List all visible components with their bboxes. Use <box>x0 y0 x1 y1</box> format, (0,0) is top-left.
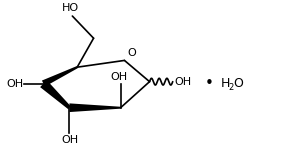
Text: H: H <box>221 77 230 90</box>
Text: 2: 2 <box>229 83 234 92</box>
Polygon shape <box>40 80 71 109</box>
Text: OH: OH <box>175 77 192 87</box>
Text: HO: HO <box>62 3 79 13</box>
Text: O: O <box>127 48 136 58</box>
Text: OH: OH <box>61 135 78 145</box>
Polygon shape <box>70 103 121 112</box>
Text: OH: OH <box>6 79 23 89</box>
Polygon shape <box>42 66 78 87</box>
Text: •: • <box>205 76 214 91</box>
Text: O: O <box>233 77 243 90</box>
Text: OH: OH <box>110 72 127 82</box>
